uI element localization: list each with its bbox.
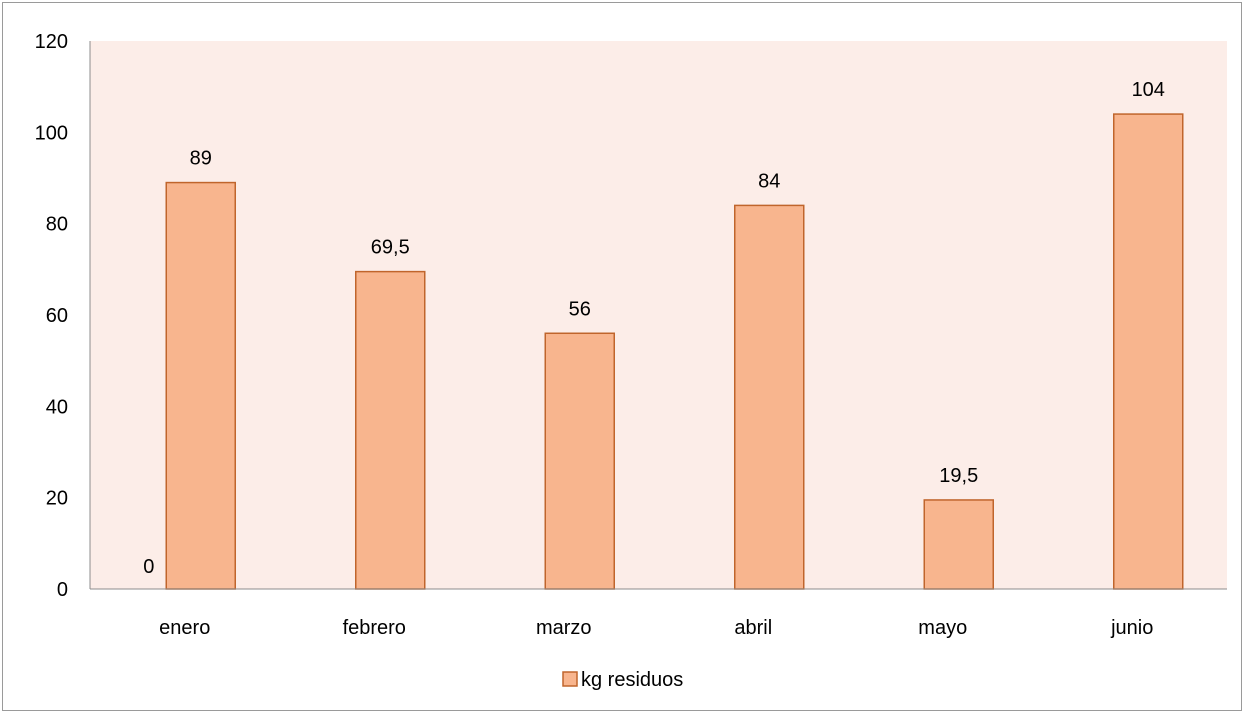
- y-tick-label: 20: [46, 488, 68, 510]
- data-label-aux-enero: 0: [143, 556, 154, 578]
- bar-junio: [1113, 113, 1184, 590]
- y-axis-ticks: 0 20 40 60 80 100 120: [35, 31, 91, 601]
- y-tick-label: 40: [46, 396, 68, 418]
- data-label-marzo: 56: [569, 298, 591, 320]
- y-tick-label: 0: [57, 579, 68, 601]
- y-tick-label: 60: [46, 305, 68, 327]
- x-tick-label-junio: junio: [1110, 617, 1153, 639]
- legend-swatch-kg-residuos: [562, 671, 578, 687]
- x-axis-ticks: enero febrero marzo abril mayo junio: [159, 617, 1153, 639]
- x-tick-label-mayo: mayo: [918, 617, 967, 639]
- bar-febrero: [355, 270, 426, 590]
- bar-enero: [165, 181, 236, 590]
- x-tick-label-abril: abril: [734, 617, 772, 639]
- data-label-abril: 84: [758, 170, 780, 192]
- data-label-enero: 89: [190, 148, 212, 170]
- bars: [165, 113, 1184, 590]
- data-label-mayo: 19,5: [939, 465, 978, 487]
- bar-abril: [734, 204, 805, 590]
- x-tick-label-marzo: marzo: [536, 617, 592, 639]
- data-label-febrero: 69,5: [371, 237, 410, 259]
- data-labels: 0 89 69,5 56 84 19,5 104: [143, 79, 1165, 578]
- bar-mayo: [923, 499, 994, 590]
- plot-area: [90, 41, 1227, 589]
- legend-label-kg-residuos: kg residuos: [581, 669, 683, 691]
- legend: kg residuos: [562, 669, 683, 691]
- x-tick-label-febrero: febrero: [343, 617, 406, 639]
- y-tick-label: 120: [35, 31, 68, 53]
- bar-marzo: [544, 332, 615, 590]
- bar-chart: 0 20 40 60 80 100 120 0 89 69,5 56 84 19,5 104 enero…: [35, 31, 1227, 691]
- x-tick-label-enero: enero: [159, 617, 210, 639]
- y-tick-label: 80: [46, 214, 68, 236]
- data-label-junio: 104: [1132, 79, 1165, 101]
- y-tick-label: 100: [35, 122, 68, 144]
